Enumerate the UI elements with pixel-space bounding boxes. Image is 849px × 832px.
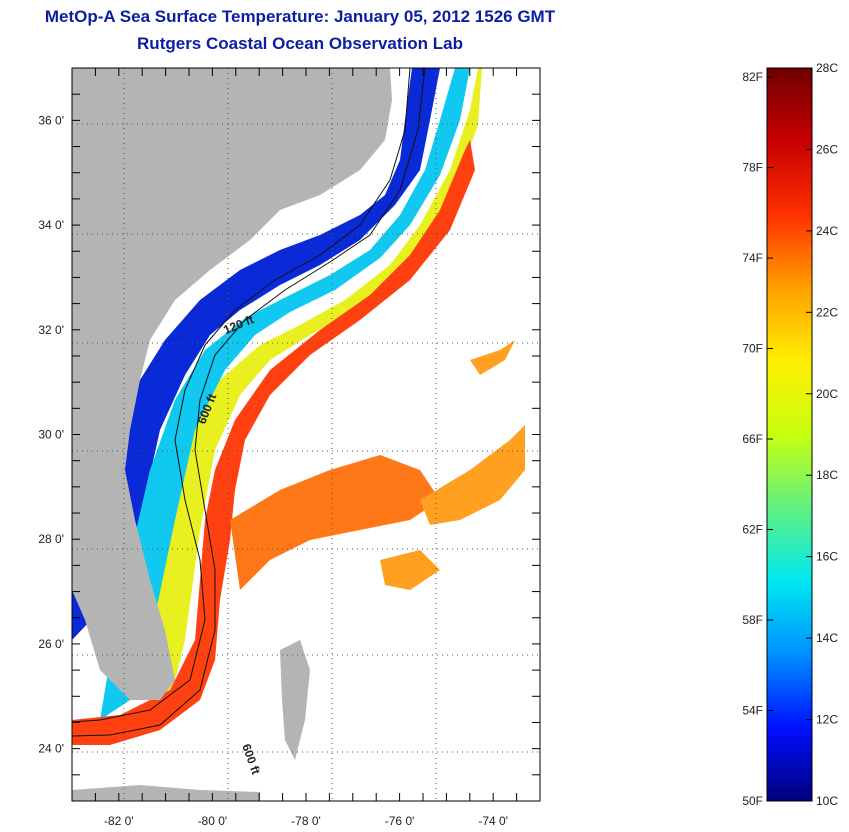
colorbar-ticks: 28C 26C 24C 22C 20C 18C 16C 14C 12C 10C 82F 78F 74F 7… xyxy=(742,61,838,808)
lat-tick-label: 32 0' xyxy=(38,323,64,337)
celsius-tick-label: 22C xyxy=(816,305,838,319)
map-subtitle: Rutgers Coastal Ocean Observation Lab xyxy=(137,34,463,53)
sst-orange-offshore xyxy=(230,455,440,590)
fahrenheit-tick-label: 50F xyxy=(742,794,763,808)
lat-tick-label: 28 0' xyxy=(38,532,64,546)
lon-tick-label: -76 0' xyxy=(385,814,415,828)
celsius-tick-label: 24C xyxy=(816,224,838,238)
lat-tick-label: 26 0' xyxy=(38,637,64,651)
celsius-tick-label: 28C xyxy=(816,61,838,75)
florida-land xyxy=(72,68,392,700)
lat-tick-label: 34 0' xyxy=(38,218,64,232)
fahrenheit-tick-label: 70F xyxy=(742,342,763,356)
fahrenheit-tick-label: 82F xyxy=(742,70,763,84)
contour-120ft xyxy=(72,68,411,723)
fahrenheit-tick-label: 78F xyxy=(742,161,763,175)
grid-lines xyxy=(72,68,540,801)
map-title: MetOp-A Sea Surface Temperature: January… xyxy=(44,7,556,26)
lat-tick-label: 24 0' xyxy=(38,742,64,756)
sst-map: 120 ft 600 ft 600 ft 36 0'34 0'32 0'30 0… xyxy=(38,67,541,828)
celsius-tick-label: 14C xyxy=(816,631,838,645)
fahrenheit-tick-label: 74F xyxy=(742,251,763,265)
colorbar: 28C 26C 24C 22C 20C 18C 16C 14C 12C 10C 82F 78F 74F 7… xyxy=(742,61,838,808)
celsius-tick-label: 18C xyxy=(816,468,838,482)
axis-ticks xyxy=(71,67,541,802)
lon-tick-label: -82 0' xyxy=(104,814,134,828)
lon-tick-label: -74 0' xyxy=(478,814,508,828)
contour-600ft xyxy=(72,68,426,737)
bahamas-land xyxy=(280,640,310,760)
sst-yellow-band xyxy=(150,68,482,700)
fahrenheit-tick-label: 62F xyxy=(742,523,763,537)
lon-tick-label: -80 0' xyxy=(198,814,228,828)
fahrenheit-tick-label: 54F xyxy=(742,704,763,718)
fahrenheit-tick-label: 66F xyxy=(742,432,763,446)
colorbar-gradient xyxy=(766,67,813,802)
sst-warm-gulf-stream xyxy=(72,140,475,745)
latitude-labels: 36 0' 34 0' 32 0' 30 0' 28 0' 26 0' 24 0' xyxy=(38,113,64,755)
fahrenheit-tick-label: 58F xyxy=(742,613,763,627)
celsius-tick-label: 16C xyxy=(816,550,838,564)
celsius-tick-label: 12C xyxy=(816,713,838,727)
celsius-tick-label: 26C xyxy=(816,142,838,156)
sst-orange-patches xyxy=(380,340,525,590)
celsius-tick-label: 10C xyxy=(816,794,838,808)
longitude-labels: -82 0' -80 0' -78 0' -76 0' -74 0' xyxy=(104,814,508,828)
celsius-tick-label: 20C xyxy=(816,387,838,401)
lat-tick-label: 30 0' xyxy=(38,428,64,442)
lon-tick-label: -78 0' xyxy=(291,814,321,828)
lat-tick-label: 36 0' xyxy=(38,113,64,127)
